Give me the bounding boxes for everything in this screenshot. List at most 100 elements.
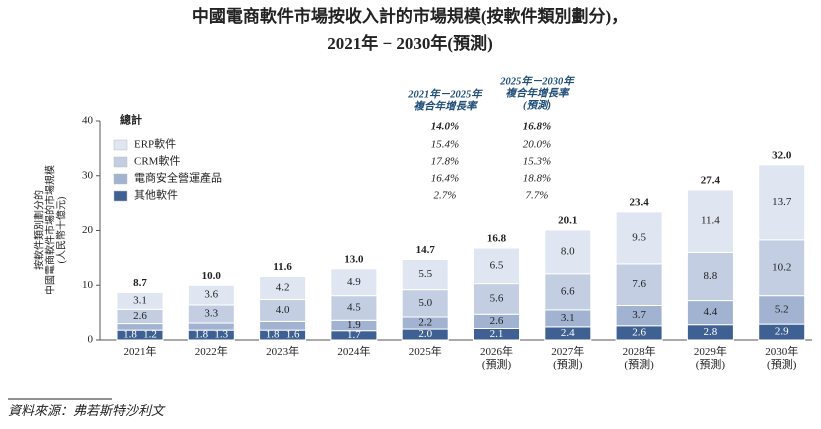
data-label: 5.2 — [775, 303, 789, 315]
data-label: 3.1 — [133, 294, 147, 306]
legend-label: CRM軟件 — [134, 154, 180, 168]
data-label: 13.7 — [772, 196, 792, 208]
legend-label: ERP軟件 — [134, 137, 176, 151]
data-label: 1.6 — [286, 329, 300, 341]
y-tick-label: 10 — [82, 279, 94, 291]
data-label: 4.4 — [704, 306, 718, 318]
bar-segment — [544, 229, 592, 275]
cagr-total: 14.0% — [431, 121, 459, 133]
data-label: 2.2 — [418, 317, 432, 329]
y-axis-label: (人民幣十億元) — [54, 197, 67, 264]
total-label: 10.0 — [202, 270, 222, 282]
data-label: 4.9 — [347, 276, 361, 288]
x-tick-label: 2025年 — [409, 344, 442, 358]
legend-label: 其他軟件 — [134, 188, 178, 202]
data-label: 3.3 — [204, 308, 218, 320]
chart-title: 中國電商軟件市場按收入計的市場規模(按軟件類別劃分)， — [192, 6, 628, 26]
total-label: 13.0 — [344, 253, 364, 265]
total-label: 20.1 — [558, 214, 577, 226]
data-label: 2.9 — [775, 326, 789, 338]
y-axis-label: 中國電商軟件市場的市場規模 — [43, 165, 56, 295]
total-label: 32.0 — [772, 149, 792, 161]
x-tick-label: 2030年(預測) — [765, 344, 798, 371]
total-label: 23.4 — [629, 196, 649, 208]
y-tick-label: 30 — [82, 169, 94, 181]
data-label: 7.6 — [632, 278, 646, 290]
legend-title: 總計 — [120, 113, 142, 127]
data-label: 2.6 — [133, 310, 147, 322]
bar-segment — [686, 189, 734, 253]
data-label: 3.1 — [561, 312, 575, 324]
cagr-header: (預測) — [523, 98, 551, 111]
legend-swatch — [113, 156, 128, 168]
data-label: 3.7 — [632, 309, 646, 321]
cagr-value: 20.0% — [523, 139, 551, 151]
cagr-value: 2.7% — [434, 190, 457, 202]
cagr-value: 15.3% — [523, 156, 551, 168]
y-tick-label: 0 — [88, 334, 94, 346]
data-label: 5.6 — [490, 292, 504, 304]
legend-swatch — [113, 173, 128, 185]
data-label: 2.4 — [561, 327, 575, 339]
bar-segment — [544, 273, 592, 311]
cagr-header: 2025年－2030年 — [499, 74, 575, 87]
bar-segment — [259, 275, 307, 300]
bar-segment — [758, 164, 806, 241]
data-label: 10.2 — [772, 261, 791, 273]
data-label: 8.0 — [561, 245, 575, 257]
cagr-value: 18.8% — [523, 173, 551, 185]
total-label: 11.6 — [273, 261, 292, 273]
cagr-value: 17.8% — [431, 156, 459, 168]
x-tick-label: 2023年 — [266, 344, 299, 358]
data-label: 11.4 — [701, 215, 720, 227]
data-label: 4.2 — [276, 282, 290, 294]
data-label: 4.5 — [347, 302, 361, 314]
bar-segment — [330, 295, 378, 321]
cagr-value: 7.7% — [526, 190, 549, 202]
total-label: 16.8 — [487, 233, 507, 245]
data-label: 1.8 — [123, 329, 137, 341]
x-tick-label: 2021年 — [124, 344, 157, 358]
cagr-value: 16.4% — [431, 173, 459, 185]
bar-segment — [116, 291, 164, 310]
bar-segment — [686, 251, 734, 302]
x-tick-label: 2028年(預測) — [623, 344, 656, 371]
total-label: 27.4 — [701, 175, 721, 187]
data-label: 1.8 — [266, 329, 280, 341]
data-label: 1.9 — [347, 319, 361, 331]
data-label: 5.5 — [418, 268, 432, 280]
bar-segment — [758, 295, 806, 325]
chart-subtitle: 2021年 − 2030年(預測) — [327, 33, 493, 53]
data-label: 1.3 — [214, 329, 228, 341]
total-label: 8.7 — [133, 277, 147, 289]
data-label: 4.0 — [276, 304, 290, 316]
x-tick-label: 2029年(預測) — [694, 344, 727, 371]
bar-segment — [187, 284, 235, 306]
bar-segment — [686, 300, 734, 326]
data-label: 2.6 — [490, 315, 504, 327]
data-label: 6.5 — [490, 259, 504, 271]
data-label: 2.1 — [490, 328, 504, 340]
data-label: 6.6 — [561, 285, 575, 297]
legend-swatch — [113, 190, 128, 202]
y-tick-label: 40 — [82, 115, 94, 127]
data-label: 3.6 — [204, 289, 218, 301]
data-label: 1.8 — [194, 329, 208, 341]
total-label: 14.7 — [416, 244, 436, 256]
bar-segment — [473, 283, 520, 315]
data-label: 2.0 — [418, 328, 432, 340]
y-tick-label: 20 — [82, 224, 94, 236]
x-tick-label: 2026年(預測) — [480, 344, 513, 371]
data-label: 2.6 — [632, 326, 646, 338]
bar-segment — [330, 268, 378, 297]
bar-segment — [473, 247, 520, 285]
data-label: 8.8 — [704, 270, 718, 282]
y-axis-label: 按軟件類別劃分的 — [32, 190, 45, 270]
x-tick-label: 2027年(預測) — [551, 344, 584, 371]
bar-segment — [615, 211, 663, 265]
data-label: 9.5 — [632, 231, 646, 243]
cagr-header: 複合年增長率 — [506, 86, 571, 99]
cagr-total: 16.8% — [523, 121, 551, 133]
source: 資料來源：弗若斯特沙利文 — [8, 403, 166, 418]
legend-label: 電商安全營運產品 — [134, 171, 222, 185]
